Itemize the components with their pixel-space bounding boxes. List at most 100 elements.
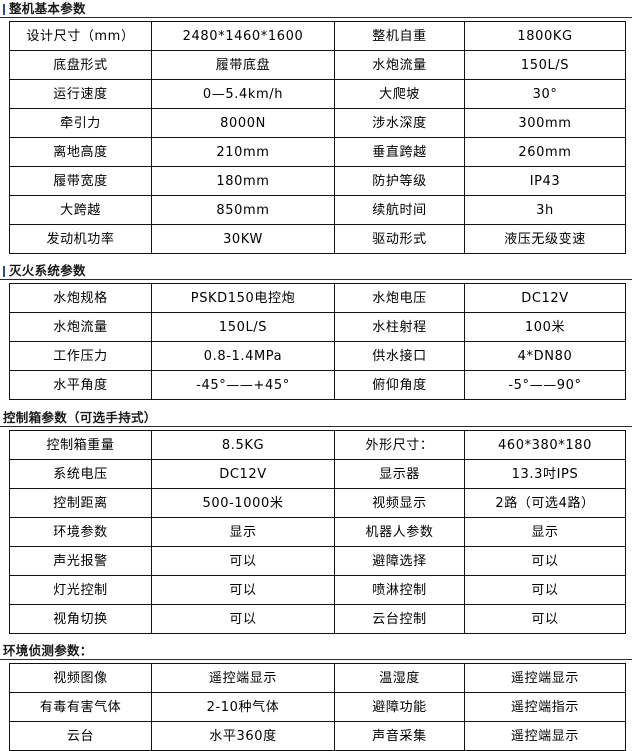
param-value: 可以 [464, 575, 626, 605]
section-title: 整机基本参数 [9, 1, 86, 16]
table-row: 运行速度 0—5.4km/h 大爬坡 30° [9, 79, 626, 109]
table-row: 云台 水平360度 声音采集 遥控端显示 [9, 721, 626, 751]
param-label: 控制箱重量 [9, 430, 152, 460]
section-spacer [0, 634, 632, 642]
table-row: 视频图像 遥控端显示 温湿度 遥控端显示 [9, 663, 626, 693]
table-row: 控制距离 500-1000米 视频显示 2路（可选4路） [9, 488, 626, 518]
param-value: 2-10种气体 [151, 692, 335, 722]
table-row: 水炮流量 150L/S 水柱射程 100米 [9, 312, 626, 342]
param-value: 可以 [464, 604, 626, 634]
param-value: 液压无级变速 [464, 224, 626, 254]
param-label: 垂直跨越 [334, 137, 465, 167]
param-value: 210mm [151, 137, 335, 167]
param-label: 控制距离 [9, 488, 152, 518]
param-value: 100米 [464, 312, 626, 342]
param-value: 遥控端指示 [464, 692, 626, 722]
param-value: 13.3吋IPS [464, 459, 626, 489]
table-row: 水平角度 -45°——+45° 俯仰角度 -5°——90° [9, 370, 626, 400]
param-label: 履带宽度 [9, 166, 152, 196]
param-label: 整机自重 [334, 21, 465, 51]
param-value: 可以 [464, 546, 626, 576]
param-value: 180mm [151, 166, 335, 196]
table-row: 灯光控制 可以 喷淋控制 可以 [9, 575, 626, 605]
section-env-detection: 环境侦测参数： 视频图像 遥控端显示 温湿度 遥控端显示 有毒有害气体 2-10… [0, 642, 632, 751]
param-value: 30° [464, 79, 626, 109]
section-control-box: 控制箱参数（可选手持式） 控制箱重量 8.5KG 外形尺寸： 460*380*1… [0, 409, 632, 634]
param-value: 可以 [151, 604, 335, 634]
section-header-control-box: 控制箱参数（可选手持式） [0, 409, 632, 427]
section-header-machine-basic: 整机基本参数 [0, 0, 632, 18]
param-label: 避障选择 [334, 546, 465, 576]
section-title: 控制箱参数（可选手持式） [3, 410, 157, 425]
param-value: 显示 [464, 517, 626, 547]
param-value: 500-1000米 [151, 488, 335, 518]
param-value: 履带底盘 [151, 50, 335, 80]
param-value: 850mm [151, 195, 335, 225]
param-value: 8000N [151, 108, 335, 138]
param-label: 驱动形式 [334, 224, 465, 254]
param-value: DC12V [151, 459, 335, 489]
table-row: 工作压力 0.8-1.4MPa 供水接口 4*DN80 [9, 341, 626, 371]
param-label: 底盘形式 [9, 50, 152, 80]
param-label: 离地高度 [9, 137, 152, 167]
table-fire-system: 水炮规格 PSKD150电控炮 水炮电压 DC12V 水炮流量 150L/S 水… [9, 283, 626, 400]
param-value: 显示 [151, 517, 335, 547]
accent-bar-icon [3, 265, 5, 277]
param-value: 2路（可选4路） [464, 488, 626, 518]
param-value: -45°——+45° [151, 370, 335, 400]
table-row: 有毒有害气体 2-10种气体 避障功能 遥控端指示 [9, 692, 626, 722]
param-label: 俯仰角度 [334, 370, 465, 400]
section-header-fire-system: 灭火系统参数 [0, 262, 632, 280]
param-label: 环境参数 [9, 517, 152, 547]
param-label: 水炮规格 [9, 283, 152, 313]
section-title: 环境侦测参数： [3, 643, 93, 658]
param-label: 水炮电压 [334, 283, 465, 313]
param-value: 8.5KG [151, 430, 335, 460]
param-label: 续航时间 [334, 195, 465, 225]
section-spacer [0, 400, 632, 409]
param-label: 运行速度 [9, 79, 152, 109]
param-label: 水炮流量 [9, 312, 152, 342]
param-label: 视角切换 [9, 604, 152, 634]
param-value: IP43 [464, 166, 626, 196]
param-label: 供水接口 [334, 341, 465, 371]
param-value: PSKD150电控炮 [151, 283, 335, 313]
param-label: 声光报警 [9, 546, 152, 576]
param-value: 可以 [151, 575, 335, 605]
table-row: 牵引力 8000N 涉水深度 300mm [9, 108, 626, 138]
param-label: 大爬坡 [334, 79, 465, 109]
param-label: 涉水深度 [334, 108, 465, 138]
param-label: 发动机功率 [9, 224, 152, 254]
param-label: 视频显示 [334, 488, 465, 518]
table-row: 设计尺寸（mm） 2480*1460*1600 整机自重 1800KG [9, 21, 626, 51]
table-row: 视角切换 可以 云台控制 可以 [9, 604, 626, 634]
param-value: 2480*1460*1600 [151, 21, 335, 51]
param-value: 460*380*180 [464, 430, 626, 460]
param-value: 260mm [464, 137, 626, 167]
table-control-box: 控制箱重量 8.5KG 外形尺寸： 460*380*180 系统电压 DC12V… [9, 430, 626, 634]
param-label: 显示器 [334, 459, 465, 489]
param-label: 云台 [9, 721, 152, 751]
table-row: 系统电压 DC12V 显示器 13.3吋IPS [9, 459, 626, 489]
section-fire-system: 灭火系统参数 水炮规格 PSKD150电控炮 水炮电压 DC12V 水炮流量 1… [0, 262, 632, 400]
param-label: 牵引力 [9, 108, 152, 138]
param-label: 灯光控制 [9, 575, 152, 605]
table-row: 环境参数 显示 机器人参数 显示 [9, 517, 626, 547]
param-label: 温湿度 [334, 663, 465, 693]
table-row: 履带宽度 180mm 防护等级 IP43 [9, 166, 626, 196]
param-label: 有毒有害气体 [9, 692, 152, 722]
table-env-detection: 视频图像 遥控端显示 温湿度 遥控端显示 有毒有害气体 2-10种气体 避障功能… [9, 663, 626, 751]
accent-bar-icon [3, 3, 5, 15]
table-row: 水炮规格 PSKD150电控炮 水炮电压 DC12V [9, 283, 626, 313]
table-row: 离地高度 210mm 垂直跨越 260mm [9, 137, 626, 167]
param-value: 0—5.4km/h [151, 79, 335, 109]
param-value: 可以 [151, 546, 335, 576]
param-value: 3h [464, 195, 626, 225]
param-value: DC12V [464, 283, 626, 313]
table-machine-basic: 设计尺寸（mm） 2480*1460*1600 整机自重 1800KG 底盘形式… [9, 21, 626, 254]
table-row: 大跨越 850mm 续航时间 3h [9, 195, 626, 225]
param-label: 设计尺寸（mm） [9, 21, 152, 51]
table-row: 发动机功率 30KW 驱动形式 液压无级变速 [9, 224, 626, 254]
section-machine-basic: 整机基本参数 设计尺寸（mm） 2480*1460*1600 整机自重 1800… [0, 0, 632, 254]
param-label: 外形尺寸： [334, 430, 465, 460]
